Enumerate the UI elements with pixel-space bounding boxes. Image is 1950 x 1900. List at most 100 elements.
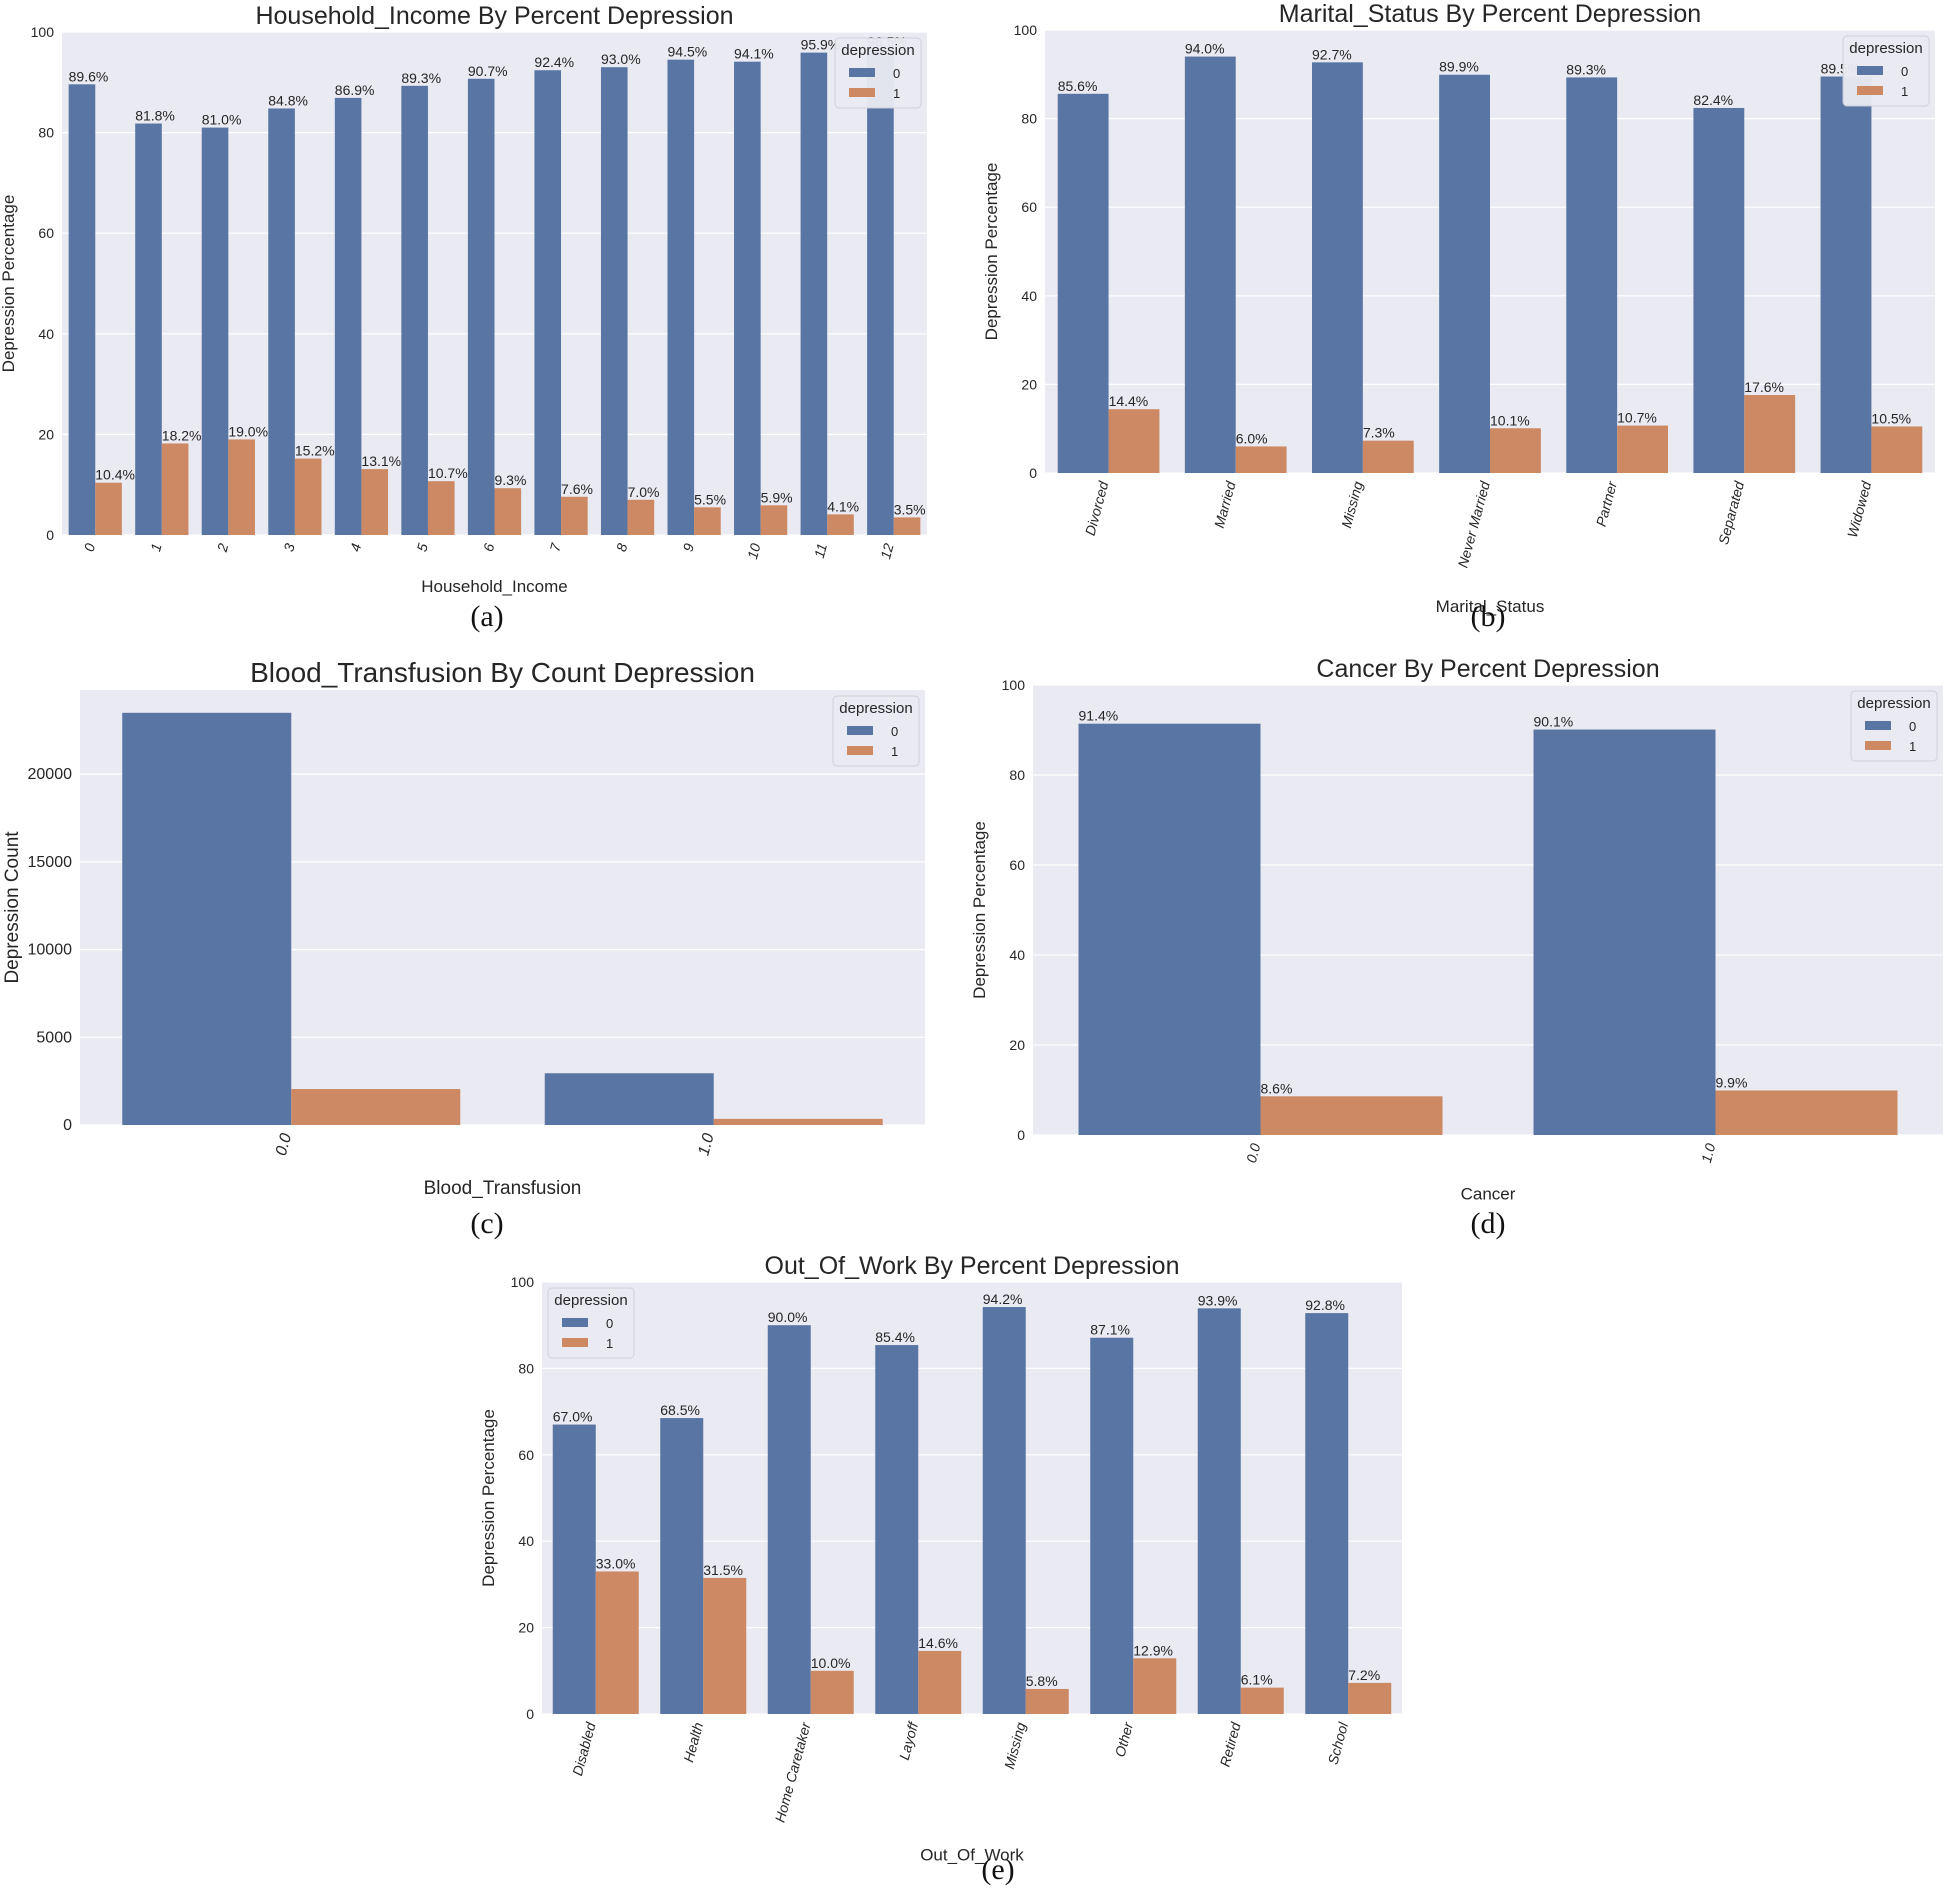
bar-value-label: 89.9% [1439,59,1479,75]
x-tick-label: 5 [413,541,431,553]
x-tick-label: Disabled [569,1719,599,1777]
y-tick-label: 100 [511,1274,535,1290]
bar-value-label: 95.9% [801,37,841,53]
bar-series1 [1025,1688,1069,1714]
bar-value-label: 81.8% [135,108,175,124]
bar-series1 [294,458,322,535]
bar-series1 [703,1577,747,1714]
caption-d: (d) [1470,1207,1506,1240]
bar-series1 [893,517,921,535]
legend-swatch [849,68,875,77]
x-tick-label: 1.0 [1698,1141,1719,1164]
bar-series0 [1057,93,1109,474]
bar-series1 [361,469,389,535]
bar-series1 [1715,1090,1898,1135]
y-tick-label: 0 [526,1706,534,1722]
bar-value-label: 89.3% [1566,61,1606,77]
x-tick-label: Married [1211,478,1239,529]
x-tick-label: Missing [1338,479,1366,529]
x-tick-label: Missing [1001,1720,1029,1770]
x-tick-label: Separated [1715,478,1747,546]
bar-value-label: 5.8% [1026,1673,1058,1689]
legend-swatch [847,746,873,755]
legend-entry-label: 0 [606,1316,613,1331]
bar-series0 [867,49,894,535]
legend-swatch [562,1318,588,1327]
legend-swatch [847,726,873,735]
bar-series0 [1197,1308,1241,1714]
y-tick-label: 0 [63,1117,72,1134]
bar-value-label: 7.2% [1348,1667,1380,1683]
legend: depression 0 1 [1842,35,1930,107]
legend-title: depression [1849,40,1922,57]
y-tick-label: 5000 [36,1029,72,1046]
bar-value-label: 18.2% [162,427,202,443]
x-tick-label: 2 [214,541,232,554]
y-tick-label: 60 [1009,857,1025,873]
x-tick-label: 6 [480,541,498,553]
x-tick-label: Health [680,1720,706,1763]
bar-series1 [1348,1682,1392,1714]
bar-series0 [1693,107,1745,473]
x-tick-label: 8 [613,541,631,553]
bar-value-label: 10.1% [1490,412,1530,428]
bar-value-label: 3.5% [894,501,926,517]
bar-value-label: 93.9% [1198,1292,1238,1308]
bar-value-label: 87.1% [1090,1322,1130,1338]
bar-value-label: 6.1% [1241,1672,1273,1688]
y-tick-label: 80 [518,1360,534,1376]
bar-value-label: 8.6% [1261,1080,1293,1096]
legend-entry-label: 1 [891,744,898,759]
chart-svg-b: 0 20 40 60 80 100 85.6% 94.0% 92.7% 89.9% 89.3% 82.… [982,0,1935,616]
y-tick-label: 0 [1029,465,1037,481]
legend-swatch [1865,741,1891,750]
bar-value-label: 91.4% [1079,708,1119,724]
bar-series0 [544,1073,714,1125]
chart-panel-d: 0 20 40 60 80 100 91.4% 90.1% 8.6% 9.9% 0.0 1.0 Canc… [965,650,1950,1210]
bar-value-label: 92.7% [1312,46,1352,62]
legend-entry-label: 1 [893,86,900,101]
bar-series1 [1235,446,1287,473]
bar-value-label: 90.7% [468,63,508,79]
x-tick-label: 9 [680,541,698,553]
bar-series1 [810,1670,854,1714]
caption-e: (e) [981,1853,1015,1886]
x-tick-label: Layoff [896,1719,922,1762]
bar-value-label: 86.9% [335,82,375,98]
chart-svg-c: 0 5000 10000 15000 20000 0.0 1.0 Blood_Transfus… [2,657,925,1199]
bar-value-label: 12.9% [1133,1642,1173,1658]
bar-value-label: 92.4% [534,54,574,70]
bar-value-label: 92.8% [1305,1297,1345,1313]
x-tick-label: Widowed [1844,478,1875,539]
bar-value-label: 90.0% [768,1309,808,1325]
bar-series0 [1078,723,1261,1135]
bar-series0 [1305,1313,1349,1714]
x-tick-label: Never Married [1454,478,1493,569]
y-tick-label: 100 [31,24,55,40]
bar-series1 [1490,428,1541,473]
bar-value-label: 5.9% [761,489,793,505]
x-tick-label: 12 [877,541,897,560]
x-axis-label: Marital_Status [1436,597,1545,616]
y-axis-label: Depression Percentage [970,821,989,999]
y-tick-label: 60 [38,225,54,241]
x-tick-label: Other [1112,1719,1137,1758]
bar-series0 [1090,1337,1134,1714]
bar-series1 [760,505,788,535]
bar-value-label: 19.0% [228,423,268,439]
bar-value-label: 94.0% [1185,41,1225,57]
bar-value-label: 4.1% [827,498,859,514]
x-tick-label: 7 [546,540,564,553]
bar-value-label: 85.4% [875,1329,915,1345]
bar-series1 [494,488,522,535]
bar-series0 [135,123,162,536]
bar-series0 [467,78,495,536]
y-tick-label: 80 [38,125,54,141]
bar-series0 [1533,729,1716,1135]
y-tick-label: 20 [1021,376,1037,392]
x-tick-label: Divorced [1082,478,1112,537]
x-tick-label: Retired [1217,1719,1244,1768]
y-tick-label: 60 [518,1447,534,1463]
x-tick-label: 0 [81,541,99,553]
bar-series0 [1820,76,1872,473]
